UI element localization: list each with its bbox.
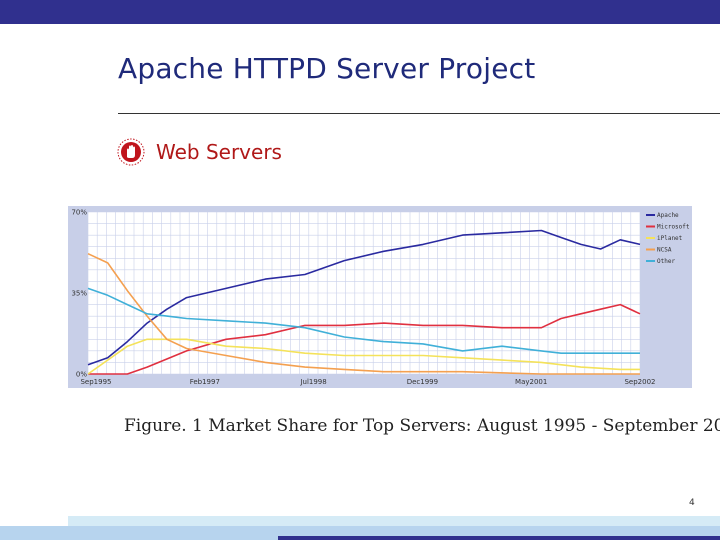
legend-label: Other (657, 258, 675, 265)
x-tick-label: Jul1998 (299, 378, 326, 386)
figure-caption: Figure. 1 Market Share for Top Servers: … (124, 416, 720, 436)
legend-label: Apache (657, 212, 679, 219)
top-bar (0, 0, 720, 24)
chart-canvas: 70% 35% 0%Sep1995 Feb1997 Jul1998 Dec1999 May2… (71, 209, 690, 387)
slide-title: Apache HTTPD Server Project (118, 52, 536, 85)
bullet-web-servers: Web Servers (156, 140, 282, 164)
y-tick-label: 0% (76, 371, 87, 379)
y-tick-label: 35% (71, 290, 87, 298)
x-tick-label: Sep2002 (624, 378, 655, 386)
x-tick-label: Dec1999 (407, 378, 438, 386)
legend-label: NCSA (657, 247, 672, 254)
series-line-other (87, 287, 640, 354)
x-tick-label: May2001 (515, 378, 547, 386)
legend-label: Microsoft (657, 224, 690, 231)
market-share-chart: 70% 35% 0% Sep1995 Feb1997 Jul1998 Dec1999 May2… (68, 206, 692, 388)
title-divider (118, 113, 720, 114)
series-line-ncsa (87, 252, 640, 375)
legend-label: iPlanet (657, 235, 683, 242)
y-tick-label: 70% (71, 209, 87, 217)
page-number: 4 (689, 498, 695, 508)
hand-stop-icon (117, 138, 145, 166)
footer-dark-bar (278, 536, 720, 540)
x-tick-label: Feb1997 (190, 378, 220, 386)
series-line-microsoft (88, 303, 641, 375)
x-tick-label: Sep1995 (80, 378, 111, 386)
